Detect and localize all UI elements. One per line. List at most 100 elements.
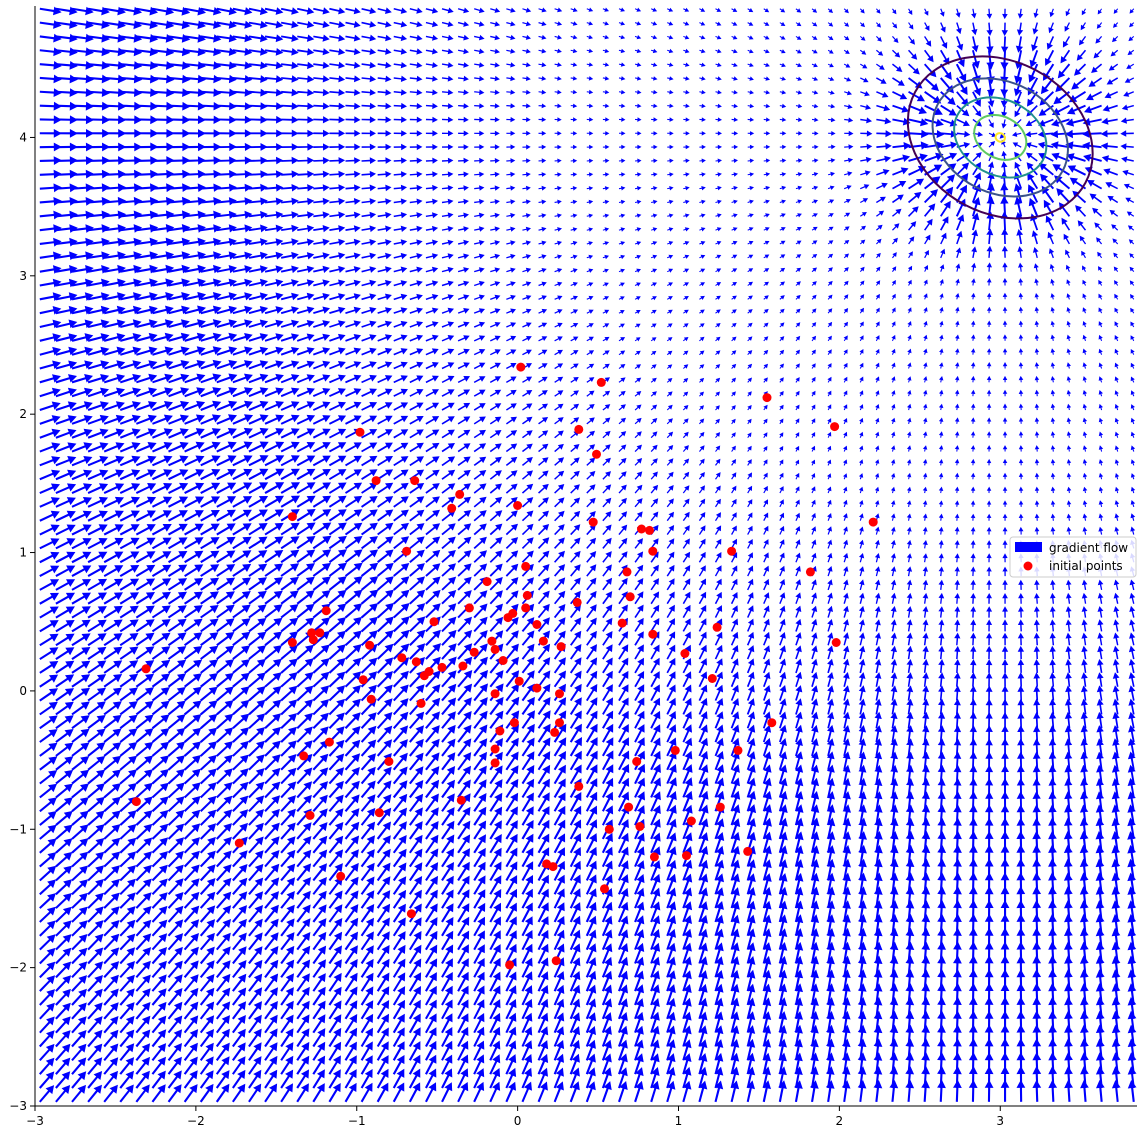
quiver-arrow bbox=[940, 36, 948, 49]
quiver-arrow bbox=[666, 418, 673, 425]
quiver-arrow bbox=[891, 431, 896, 438]
quiver-arrow bbox=[376, 890, 391, 909]
quiver-arrow bbox=[537, 643, 551, 660]
quiver-arrow bbox=[683, 323, 689, 328]
quiver-arrow bbox=[922, 540, 928, 549]
quiver-arrow bbox=[954, 632, 961, 646]
quiver-arrow bbox=[522, 470, 533, 480]
quiver-arrow bbox=[522, 89, 531, 95]
quiver-arrow bbox=[328, 849, 344, 868]
quiver-arrow bbox=[168, 523, 188, 536]
quiver-arrow bbox=[71, 988, 87, 1006]
quiver-arrow bbox=[248, 850, 264, 868]
quiver-arrow bbox=[119, 947, 136, 965]
quiver-arrow bbox=[585, 874, 597, 895]
quiver-arrow bbox=[39, 33, 62, 43]
quiver-arrow bbox=[87, 879, 104, 896]
quiver-arrow bbox=[908, 178, 925, 190]
quiver-arrow bbox=[827, 267, 833, 272]
quiver-arrow bbox=[120, 346, 142, 356]
quiver-arrow bbox=[731, 35, 738, 40]
quiver-arrow bbox=[425, 62, 438, 69]
quiver-arrow bbox=[666, 873, 677, 895]
quiver-arrow bbox=[939, 320, 944, 328]
quiver-arrow bbox=[906, 606, 913, 618]
quiver-arrow bbox=[731, 445, 736, 452]
quiver-arrow bbox=[136, 319, 158, 328]
quiver-arrow bbox=[200, 605, 219, 619]
quiver-arrow bbox=[392, 766, 408, 785]
quiver-arrow bbox=[361, 293, 377, 301]
quiver-arrow bbox=[216, 414, 237, 425]
quiver-arrow bbox=[634, 805, 645, 826]
quiver-arrow bbox=[296, 918, 311, 937]
quiver-arrow bbox=[409, 563, 425, 577]
quiver-arrow bbox=[71, 934, 88, 951]
quiver-arrow bbox=[521, 670, 535, 688]
quiver-arrow bbox=[842, 725, 851, 743]
quiver-arrow bbox=[602, 524, 612, 535]
quiver-arrow bbox=[956, 105, 970, 117]
quiver-arrow bbox=[457, 348, 470, 356]
quiver-arrow bbox=[232, 482, 253, 494]
quiver-arrow bbox=[184, 156, 206, 165]
quiver-arrow bbox=[1017, 751, 1025, 770]
quiver-arrow bbox=[521, 847, 534, 868]
quiver-arrow bbox=[698, 724, 708, 743]
quiver-arrow bbox=[297, 102, 315, 110]
quiver-arrow bbox=[136, 129, 159, 138]
quiver-arrow bbox=[876, 8, 881, 14]
quiver-arrow bbox=[506, 89, 516, 95]
quiver-arrow bbox=[666, 737, 677, 757]
quiver-arrow bbox=[71, 619, 91, 633]
quiver-arrow bbox=[827, 566, 833, 577]
quiver-arrow bbox=[906, 553, 912, 563]
quiver-arrow bbox=[103, 428, 125, 439]
quiver-arrow bbox=[393, 320, 408, 328]
quiver-arrow bbox=[521, 617, 535, 632]
quiver-arrow bbox=[635, 76, 642, 81]
quiver-arrow bbox=[906, 500, 912, 507]
quiver-arrow bbox=[199, 836, 216, 854]
quiver-arrow bbox=[986, 50, 995, 70]
quiver-arrow bbox=[360, 766, 376, 785]
quiver-arrow bbox=[635, 144, 642, 150]
quiver-arrow bbox=[811, 404, 816, 411]
quiver-arrow bbox=[457, 616, 472, 633]
quiver-arrow bbox=[103, 496, 124, 508]
quiver-arrow bbox=[55, 975, 72, 992]
quiver-arrow bbox=[795, 294, 801, 300]
quiver-arrow bbox=[731, 459, 737, 466]
quiver-arrow bbox=[939, 348, 944, 355]
quiver-arrow bbox=[586, 309, 594, 314]
quiver-arrow bbox=[473, 1068, 485, 1089]
quiver-arrow bbox=[553, 764, 566, 785]
quiver-arrow bbox=[425, 563, 441, 577]
quiver-arrow bbox=[216, 373, 238, 384]
quiver-arrow bbox=[843, 658, 850, 674]
quiver-arrow bbox=[844, 199, 851, 204]
quiver-arrow bbox=[425, 184, 438, 191]
quiver-arrow bbox=[232, 536, 252, 550]
quiver-arrow bbox=[986, 593, 992, 604]
quiver-arrow bbox=[906, 459, 912, 466]
quiver-arrow bbox=[569, 697, 582, 715]
quiver-arrow bbox=[200, 210, 222, 219]
quiver-arrow bbox=[216, 604, 235, 619]
quiver-arrow bbox=[585, 1026, 596, 1047]
quiver-arrow bbox=[392, 862, 407, 882]
quiver-arrow bbox=[634, 631, 644, 646]
quiver-arrow bbox=[103, 333, 126, 342]
quiver-arrow bbox=[908, 191, 922, 204]
quiver-arrow bbox=[473, 483, 487, 494]
quiver-arrow bbox=[538, 524, 550, 536]
quiver-arrow bbox=[585, 888, 597, 909]
quiver-arrow bbox=[409, 684, 425, 702]
quiver-arrow bbox=[521, 765, 535, 785]
quiver-arrow bbox=[441, 643, 457, 660]
quiver-arrow bbox=[490, 349, 501, 356]
quiver-arrow bbox=[312, 931, 327, 951]
quiver-arrow bbox=[232, 360, 253, 370]
quiver-arrow bbox=[1002, 486, 1008, 494]
quiver-arrow bbox=[714, 737, 724, 757]
